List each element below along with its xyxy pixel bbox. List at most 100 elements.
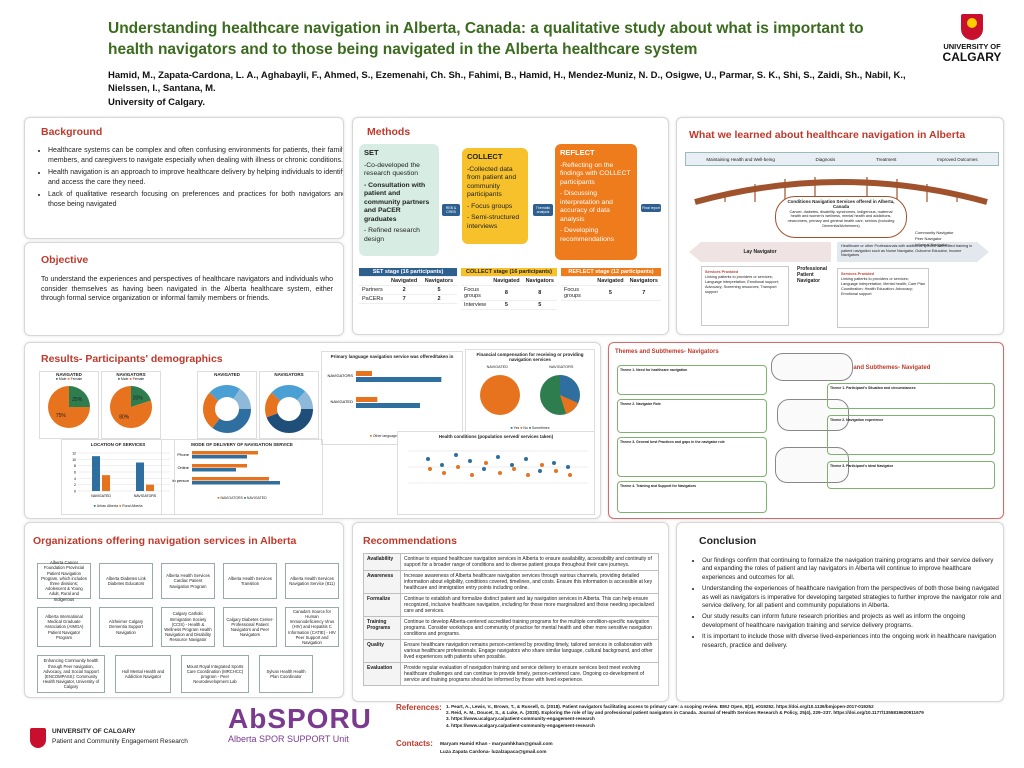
pie-title: NAVIGATED bbox=[56, 372, 82, 377]
age-title: NAVIGATED bbox=[214, 372, 240, 377]
orgs-title: Organizations offering navigation servic… bbox=[33, 535, 297, 547]
conclusion-title: Conclusion bbox=[699, 535, 757, 547]
cell: 5 bbox=[490, 300, 523, 310]
org-box: Sylvan Health Health Plan Coordinator bbox=[259, 655, 313, 693]
pie-label: 80% bbox=[119, 414, 130, 420]
pie-title: NAVIGATORS bbox=[116, 372, 146, 377]
lay-navigator-label: Lay Navigator bbox=[743, 249, 777, 255]
recommendation-row: Awareness Increase awareness of Alberta h… bbox=[363, 570, 659, 594]
poster-title: Understanding healthcare navigation in A… bbox=[108, 20, 864, 58]
recommendation-text: Provide regular evaluation of navigation… bbox=[400, 662, 659, 686]
prof-services-title: Services Provided bbox=[841, 272, 874, 276]
collect-table-title: COLLECT stage (16 participants) bbox=[461, 268, 557, 277]
pie-legend: ■ Male ■ Female bbox=[55, 377, 83, 381]
cell: 8 bbox=[522, 285, 557, 301]
contact-line[interactable]: Luza Zapata Cardona- luzalzapaca@gmail.c… bbox=[440, 750, 547, 755]
prof-services: Services Provided Linking patients to pr… bbox=[837, 268, 929, 328]
cell: 5 bbox=[421, 285, 457, 295]
recommendation-row: Quality Ensure healthcare navigation rema… bbox=[363, 639, 659, 663]
demographics-panel: Results- Participants' demographics NAVI… bbox=[24, 342, 601, 519]
absporu-sub: Alberta SPOR SUPPORT Unit bbox=[228, 734, 349, 744]
collect-stage-table: COLLECT stage (16 participants) Navigate… bbox=[461, 268, 557, 310]
reflect-table-title: REFLECT stage (12 participants) bbox=[561, 268, 661, 277]
language-bar bbox=[356, 371, 372, 376]
financial-legend: ■ Yes ■ No ■ Sometimes bbox=[510, 426, 550, 430]
reflect-stage-table: REFLECT stage (12 participants) Navigate… bbox=[561, 268, 661, 301]
references-list: 1. Peart, A., Lewis, V., Brown, T., & Ru… bbox=[446, 704, 1006, 729]
recommendation-text: Ensure healthcare navigation remains per… bbox=[400, 639, 659, 663]
logo-line1: UNIVERSITY OF bbox=[943, 42, 1001, 51]
final-report-arrow: Final report bbox=[641, 204, 661, 212]
background-bullet: Health navigation is an approach to impr… bbox=[48, 168, 343, 187]
legend-yes: Yes bbox=[513, 426, 520, 430]
org-box: Alberta Health Services Cardiac Patient … bbox=[161, 563, 215, 599]
financial-sub-navigators: NAVIGATORS bbox=[549, 365, 574, 369]
navigator-type: Community Navigator bbox=[915, 230, 954, 235]
mode-title: MODE OF DELIVERY OF NAVIGATION SERVICE bbox=[191, 442, 293, 447]
stage-label: Diagnosis bbox=[815, 156, 836, 162]
reflect-item: - Discussing interpretation and accuracy… bbox=[560, 190, 613, 223]
category-label: NAVIGATORS bbox=[134, 494, 157, 498]
recommendation-text: Continue to establish and formalize dist… bbox=[400, 593, 659, 617]
crest-icon bbox=[961, 14, 983, 40]
cell: 2 bbox=[387, 285, 422, 295]
organizations-panel: Organizations offering navigation servic… bbox=[24, 522, 344, 698]
recommendations-title: Recommendations bbox=[363, 535, 457, 547]
org-box: Mount Royal Integrated Sports Care Coord… bbox=[181, 655, 249, 693]
legend-female: Female bbox=[132, 377, 145, 381]
set-table-title: SET stage (16 participants) bbox=[359, 268, 457, 277]
prof-navigator-label: Professional Patient Navigator bbox=[797, 266, 828, 284]
financial-title: Financial compensation for receiving or … bbox=[476, 352, 584, 362]
scatter-plot bbox=[408, 450, 588, 484]
pie-legend: ■ Male ■ Female bbox=[117, 377, 145, 381]
collect-item: -Collected data from patient and communi… bbox=[467, 165, 517, 199]
absporu-wordmark: AbSPORU bbox=[228, 703, 372, 734]
recommendation-category: Training Programs bbox=[363, 616, 401, 640]
themes-panel: Themes and Subthemes- Navigators Themes … bbox=[608, 342, 1004, 519]
gender-pie-navigated: NAVIGATED ■ Male ■ Female 25% 75% bbox=[39, 371, 99, 439]
recommendation-row: Availability Continue to expand healthcar… bbox=[363, 553, 659, 571]
recommendation-category: Availability bbox=[363, 553, 401, 571]
theme-label: Theme 4. Training and Support for Naviga… bbox=[620, 484, 697, 488]
theme-label: Theme 2. Navigation experience bbox=[830, 418, 884, 422]
legend-male: Male bbox=[120, 377, 129, 381]
reference-item: 2. Reid, A. M., Doucet, S., & Luke, A. (… bbox=[446, 710, 924, 716]
org-box: Calgary Diabetes Center- Professional Pa… bbox=[223, 607, 277, 647]
tick-label: 6 bbox=[74, 471, 76, 475]
col-navigators: Navigators bbox=[626, 276, 661, 286]
legend-sometimes: Sometimes bbox=[531, 426, 550, 430]
org-box: Enhancing Community health through Peer … bbox=[37, 655, 105, 693]
pie-slice bbox=[110, 386, 152, 428]
location-bars: 0 2 4 6 8 10 12 NAVIGATED NAVIGATORS bbox=[72, 452, 170, 498]
legend-female: Female bbox=[70, 377, 83, 381]
category-label: NAVIGATORS bbox=[327, 373, 353, 378]
org-box: Alberta International Medical Graduate A… bbox=[37, 607, 91, 647]
org-box: Alzheimer Calgary Dementia Support Navig… bbox=[99, 607, 153, 647]
recommendation-text: Increase awareness of Alberta healthcare… bbox=[400, 570, 659, 594]
location-bar bbox=[146, 484, 154, 491]
tick-label: 12 bbox=[72, 452, 76, 456]
legend-urban: Urban Alberta bbox=[96, 504, 119, 508]
financial-chart: Financial compensation for receiving or … bbox=[465, 349, 595, 443]
org-box: Canada's Source for Human Immunodeficien… bbox=[285, 607, 339, 647]
theme-box: Theme 2. Navigation experience bbox=[827, 415, 995, 455]
theme-box: Theme 1. Need for healthcare navigation bbox=[617, 365, 767, 395]
lay-services-text: Linking patients to providers or service… bbox=[705, 275, 779, 294]
background-bullet: Lack of qualitative research focusing on… bbox=[48, 190, 343, 209]
org-box: Alberta Health Services Transition bbox=[223, 563, 277, 599]
theme-label: Theme 3. Participant's Ideal Navigator bbox=[830, 464, 894, 468]
location-bar bbox=[92, 456, 100, 491]
demographics-title: Results- Participants' demographics bbox=[41, 353, 223, 365]
reflect-item: - Developing recommendations bbox=[560, 227, 615, 243]
theme-box: Theme 4. Training and Support for Naviga… bbox=[617, 481, 767, 513]
care-stages-bar: Maintaining Health and Well-being Diagno… bbox=[685, 152, 999, 166]
theme-box: Theme 3. Participant's Ideal Navigator bbox=[827, 461, 995, 489]
prof-navigator-desc: Healthcare or other Professionals with a… bbox=[841, 244, 973, 258]
set-title: SET bbox=[364, 148, 379, 157]
methods-title: Methods bbox=[367, 126, 411, 138]
contact-line[interactable]: Maryam Hamid Khan - maryamhkhan@gmail.co… bbox=[440, 742, 553, 747]
col-navigated: Navigated bbox=[594, 276, 627, 286]
org-box: Alberta Cancer Foundation Provincial Pat… bbox=[37, 560, 91, 602]
reflect-title: REFLECT bbox=[560, 148, 595, 157]
methods-panel: Methods SET -Co-developed the research q… bbox=[352, 117, 669, 335]
